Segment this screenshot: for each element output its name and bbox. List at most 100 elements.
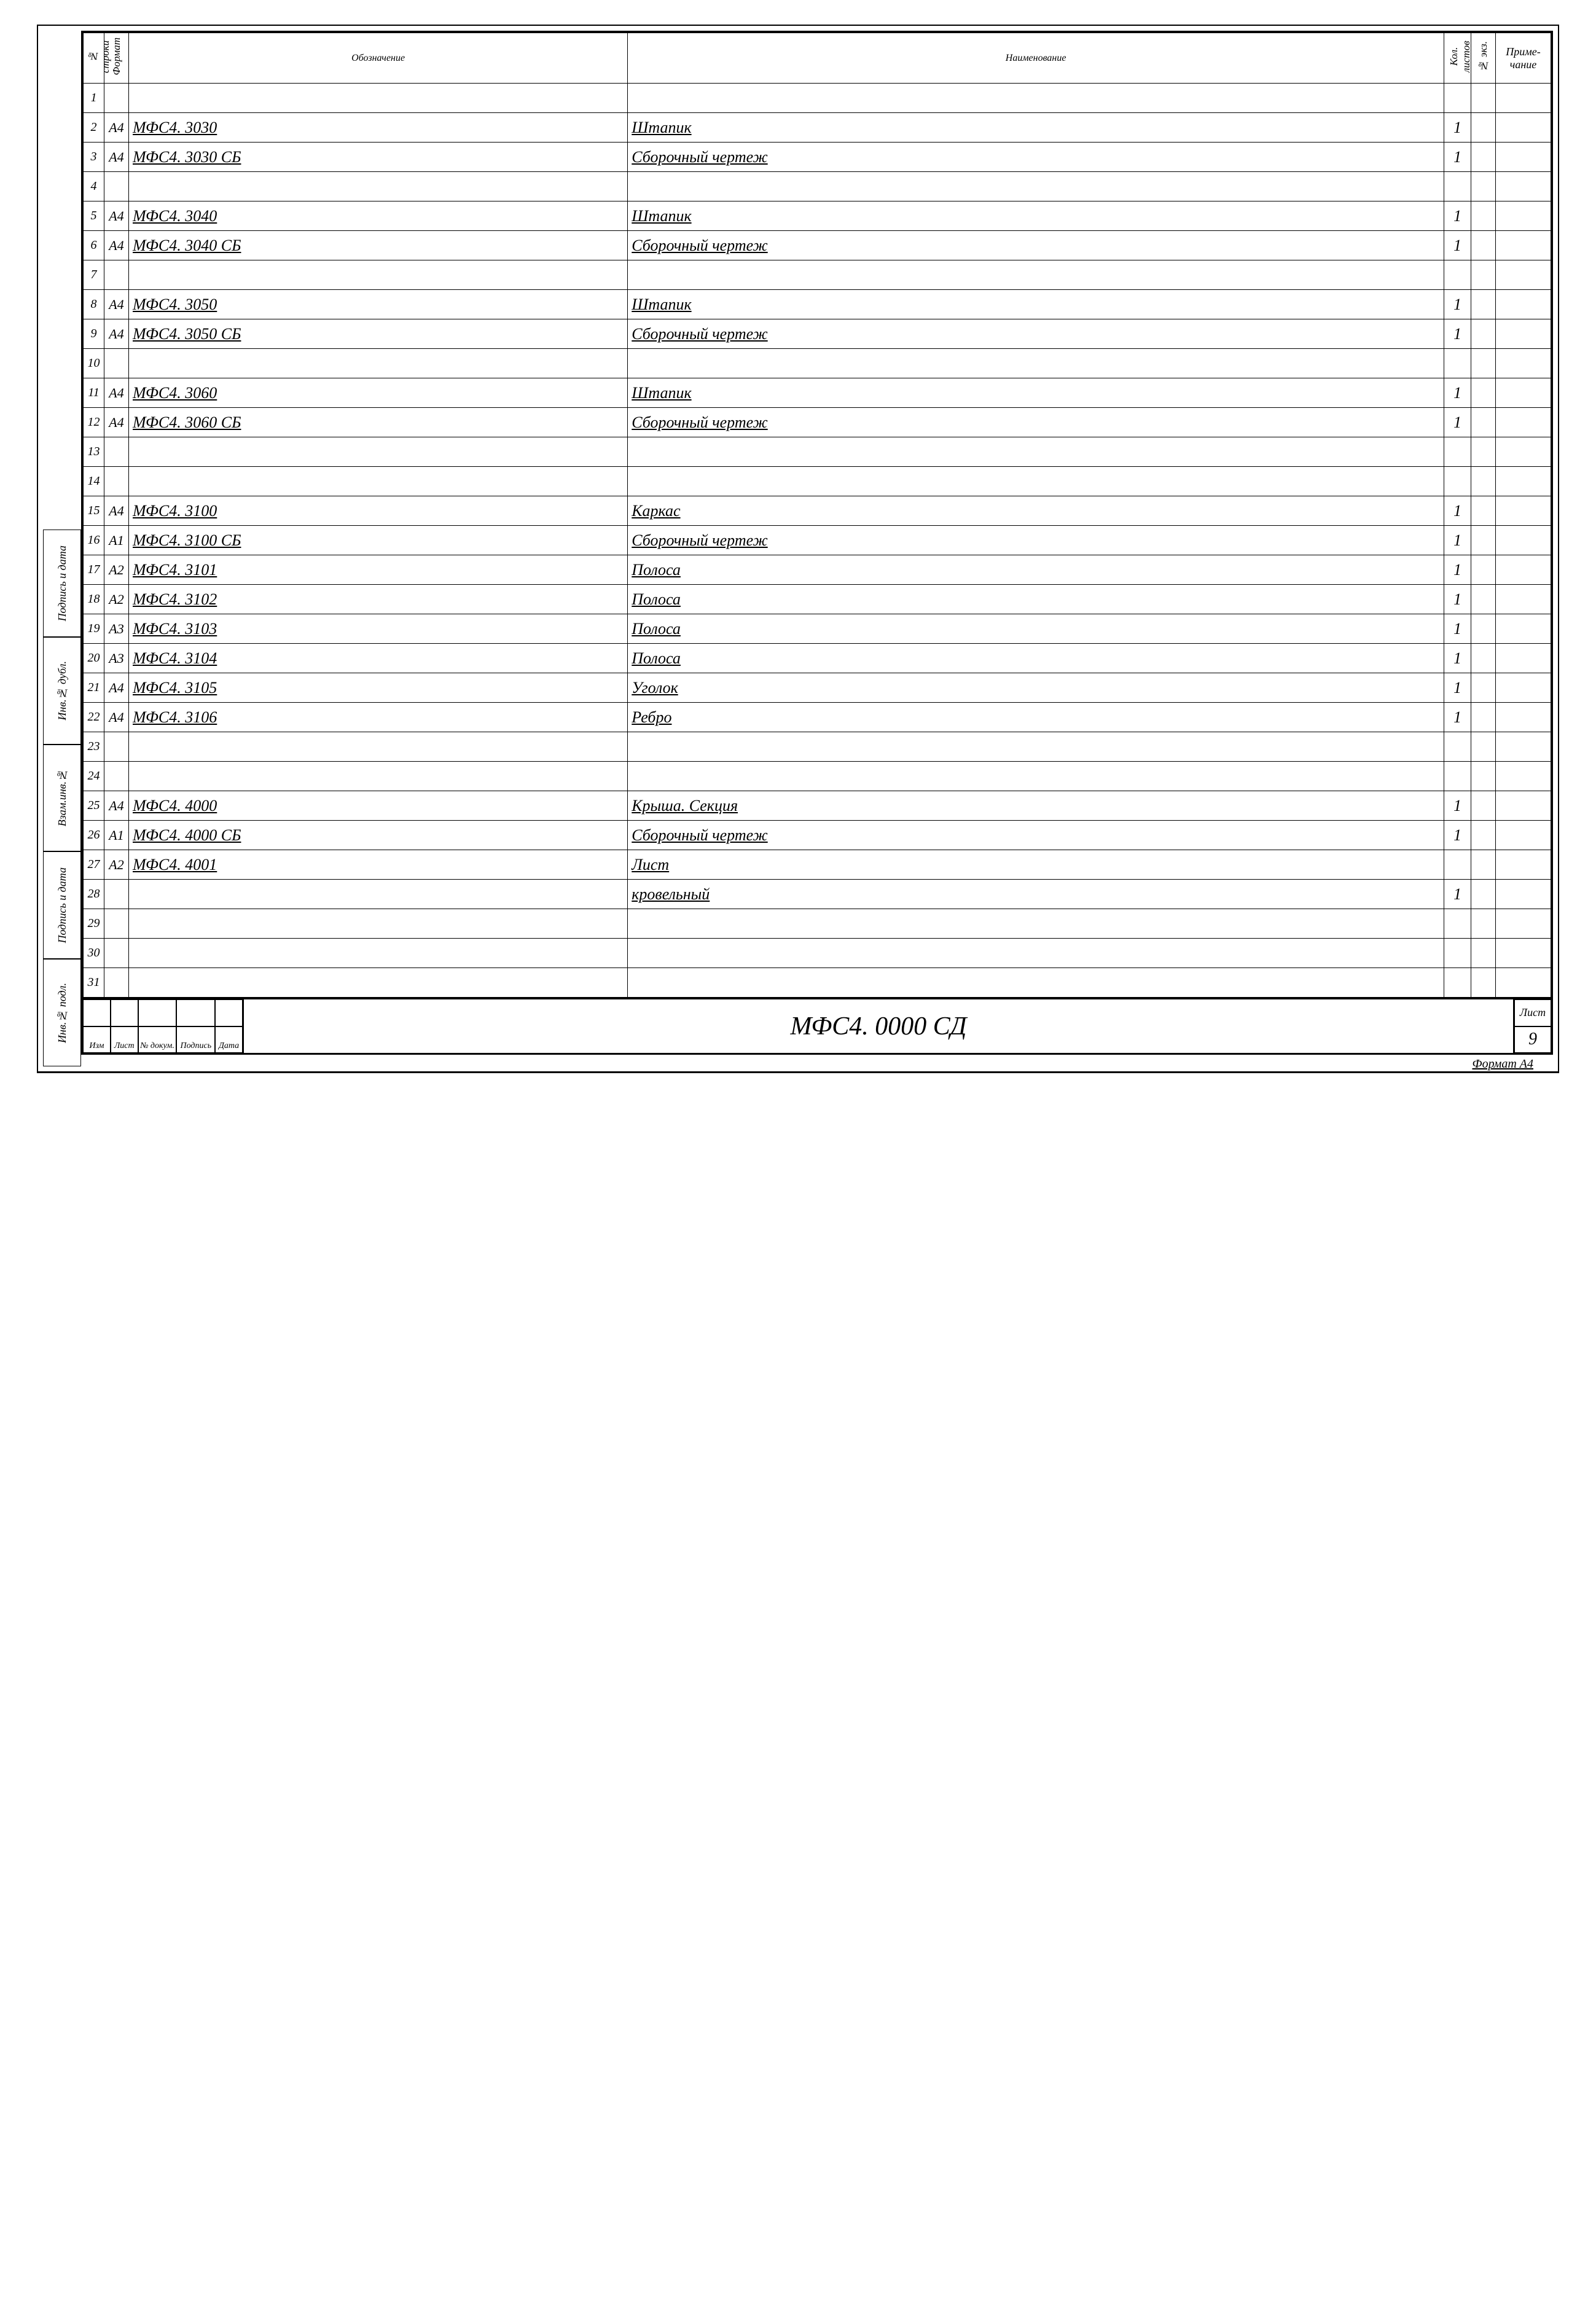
cell-designation: МФС4. 3101 [129,555,628,585]
cell-qty: 1 [1444,673,1471,703]
hdr-name: Наименование [628,33,1444,84]
cell-designation: МФС4. 3100 [129,496,628,526]
tb-revisions: Изм Лист № докум. Подпись Дата [83,999,243,1053]
cell-designation [129,762,628,791]
cell-qty [1444,467,1471,496]
cell-ekz [1471,437,1496,467]
table-row: 2А4МФС4. 3030Штапик1 [84,113,1551,143]
cell-rownum: 13 [84,437,104,467]
cell-name [628,732,1444,762]
table-row: 12А4МФС4. 3060 СБСборочный чертеж1 [84,408,1551,437]
cell-rownum: 28 [84,880,104,909]
cell-name [628,939,1444,968]
cell-designation [129,939,628,968]
table-row: 25А4МФС4. 4000Крыша. Секция1 [84,791,1551,821]
cell-rownum: 16 [84,526,104,555]
cell-ekz [1471,614,1496,644]
tb-date: Дата [215,1026,243,1054]
cell-format: А4 [104,113,129,143]
cell-name [628,349,1444,378]
cell-rownum: 8 [84,290,104,319]
hdr-qty: Кол. листов [1448,36,1473,77]
cell-designation [129,732,628,762]
cell-qty [1444,437,1471,467]
cell-name [628,909,1444,939]
cell-ekz [1471,821,1496,850]
cell-rownum: 5 [84,201,104,231]
cell-format: А4 [104,143,129,172]
table-row: 5А4МФС4. 3040Штапик1 [84,201,1551,231]
cell-format: А4 [104,290,129,319]
cell-note [1496,614,1551,644]
cell-note [1496,290,1551,319]
cell-format [104,762,129,791]
hdr-designation: Обозначение [129,33,628,84]
cell-qty: 1 [1444,644,1471,673]
cell-name: Штапик [628,378,1444,408]
cell-ekz [1471,968,1496,998]
cell-ekz [1471,172,1496,201]
cell-designation: МФС4. 3050 [129,290,628,319]
cell-designation: МФС4. 3106 [129,703,628,732]
cell-note [1496,526,1551,555]
cell-qty: 1 [1444,614,1471,644]
cell-ekz [1471,378,1496,408]
cell-qty [1444,850,1471,880]
table-row: 14 [84,467,1551,496]
cell-format: А4 [104,378,129,408]
cell-designation: МФС4. 3030 СБ [129,143,628,172]
cell-name: Полоса [628,614,1444,644]
side-sign-date-2: Подпись и дата [56,867,69,943]
cell-note [1496,231,1551,260]
cell-note [1496,762,1551,791]
cell-qty [1444,968,1471,998]
cell-rownum: 12 [84,408,104,437]
cell-designation [129,880,628,909]
cell-designation: МФС4. 3040 СБ [129,231,628,260]
cell-note [1496,84,1551,113]
cell-ekz [1471,762,1496,791]
cell-name [628,437,1444,467]
cell-designation [129,968,628,998]
cell-name: Лист [628,850,1444,880]
table-row: 1 [84,84,1551,113]
cell-designation: МФС4. 4000 [129,791,628,821]
cell-name: Каркас [628,496,1444,526]
cell-format: А2 [104,850,129,880]
cell-rownum: 23 [84,732,104,762]
frame: № строки Формат Обозначение Наименование… [81,31,1553,1055]
cell-format [104,732,129,762]
cell-format [104,880,129,909]
cell-format: А4 [104,319,129,349]
cell-ekz [1471,319,1496,349]
cell-ekz [1471,880,1496,909]
cell-name: Крыша. Секция [628,791,1444,821]
cell-rownum: 19 [84,614,104,644]
cell-rownum: 20 [84,644,104,673]
table-row: 19А3МФС4. 3103Полоса1 [84,614,1551,644]
cell-format: А2 [104,585,129,614]
tb-sheet-no: 9 [1514,1026,1551,1054]
cell-designation: МФС4. 3104 [129,644,628,673]
table-row: 31 [84,968,1551,998]
cell-rownum: 7 [84,260,104,290]
table-row: 9А4МФС4. 3050 СБСборочный чертеж1 [84,319,1551,349]
cell-format: А3 [104,614,129,644]
cell-format: А4 [104,408,129,437]
cell-ekz [1471,467,1496,496]
cell-name: Сборочный чертеж [628,821,1444,850]
cell-format: А4 [104,703,129,732]
cell-rownum: 30 [84,939,104,968]
table-row: 6А4МФС4. 3040 СБСборочный чертеж1 [84,231,1551,260]
cell-name [628,260,1444,290]
cell-name: Штапик [628,290,1444,319]
cell-designation [129,84,628,113]
table-row: 15А4МФС4. 3100Каркас1 [84,496,1551,526]
cell-ekz [1471,555,1496,585]
cell-rownum: 25 [84,791,104,821]
cell-designation: МФС4. 3103 [129,614,628,644]
cell-rownum: 3 [84,143,104,172]
cell-ekz [1471,585,1496,614]
cell-qty: 1 [1444,821,1471,850]
cell-designation: МФС4. 3100 СБ [129,526,628,555]
